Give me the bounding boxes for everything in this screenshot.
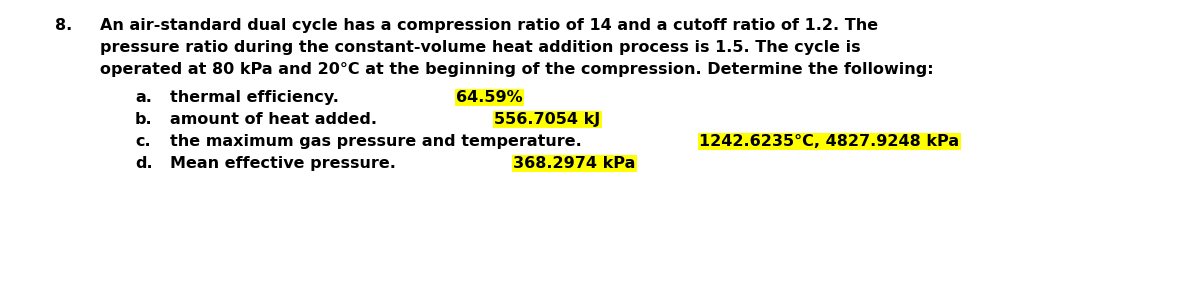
Text: thermal efficiency.: thermal efficiency.	[170, 90, 344, 105]
Text: operated at 80 kPa and 20°C at the beginning of the compression. Determine the f: operated at 80 kPa and 20°C at the begin…	[100, 62, 934, 77]
Text: d.: d.	[134, 156, 152, 171]
Text: Mean effective pressure.: Mean effective pressure.	[170, 156, 402, 171]
Text: 8.: 8.	[55, 18, 72, 33]
Text: 556.7054 kJ: 556.7054 kJ	[494, 112, 601, 127]
Text: amount of heat added.: amount of heat added.	[170, 112, 383, 127]
Text: c.: c.	[134, 134, 151, 149]
Text: 64.59%: 64.59%	[456, 90, 523, 105]
Text: 1242.6235°C, 4827.9248 kPa: 1242.6235°C, 4827.9248 kPa	[700, 134, 959, 149]
Text: a.: a.	[134, 90, 152, 105]
Text: b.: b.	[134, 112, 152, 127]
Text: the maximum gas pressure and temperature.: the maximum gas pressure and temperature…	[170, 134, 587, 149]
Text: An air-standard dual cycle has a compression ratio of 14 and a cutoff ratio of 1: An air-standard dual cycle has a compres…	[100, 18, 878, 33]
Text: 368.2974 kPa: 368.2974 kPa	[514, 156, 636, 171]
Text: pressure ratio during the constant-volume heat addition process is 1.5. The cycl: pressure ratio during the constant-volum…	[100, 40, 860, 55]
